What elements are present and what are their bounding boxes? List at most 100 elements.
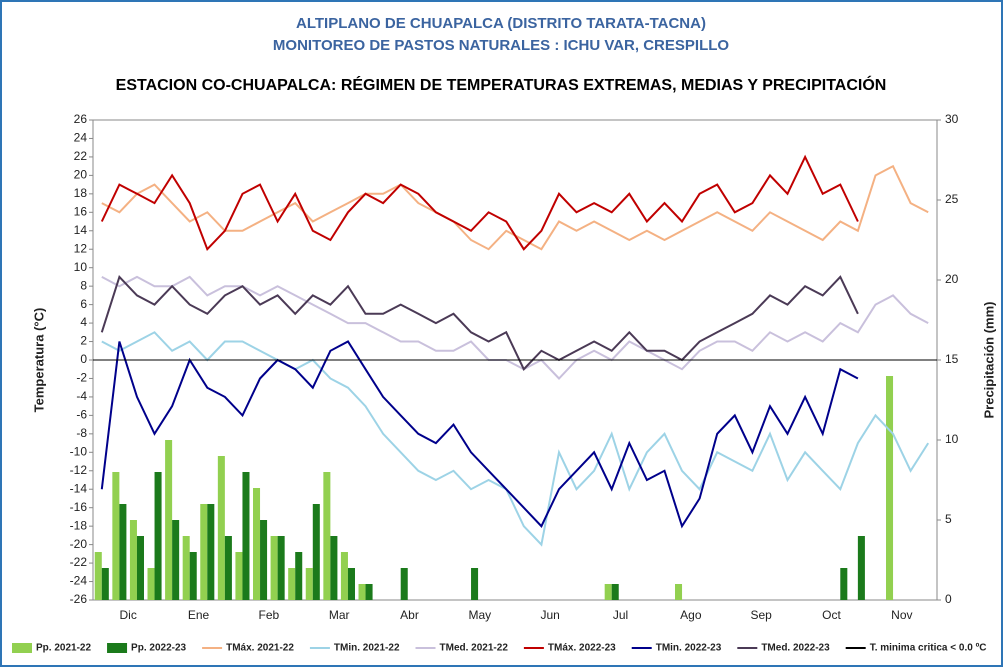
y-tick-label: 12 bbox=[74, 241, 88, 255]
y-tick-label: -26 bbox=[70, 592, 88, 606]
legend-label: TMed. 2022-23 bbox=[761, 643, 830, 654]
y2-tick-label: 30 bbox=[945, 112, 959, 126]
precip-bar bbox=[305, 568, 313, 600]
precip-bar bbox=[235, 552, 243, 600]
precip-bar bbox=[189, 552, 197, 600]
precip-bar bbox=[224, 536, 232, 600]
x-tick-label: Feb bbox=[258, 608, 279, 622]
precip-bar bbox=[242, 472, 250, 600]
y2-axis-label: Precipitación (mm) bbox=[981, 301, 996, 418]
precip-bar bbox=[675, 584, 683, 600]
y-tick-label: -24 bbox=[70, 574, 88, 588]
y2-tick-label: 0 bbox=[945, 592, 952, 606]
x-tick-label: Ene bbox=[188, 608, 210, 622]
precip-bar bbox=[471, 568, 479, 600]
legend-swatch bbox=[12, 643, 32, 653]
y-tick-label: 8 bbox=[80, 278, 87, 292]
precip-bar bbox=[330, 536, 338, 600]
y-tick-label: 26 bbox=[74, 112, 88, 126]
precip-bar bbox=[323, 472, 331, 600]
precip-bar bbox=[358, 584, 366, 600]
x-tick-label: Abr bbox=[400, 608, 419, 622]
x-tick-label: May bbox=[468, 608, 491, 622]
temp-line bbox=[100, 340, 859, 529]
precip-bar bbox=[312, 504, 320, 600]
legend-label: TMin. 2021-22 bbox=[334, 643, 400, 654]
y-tick-label: 6 bbox=[80, 297, 87, 311]
y2-tick-label: 25 bbox=[945, 192, 959, 206]
precip-bar bbox=[154, 472, 162, 600]
x-tick-label: Ago bbox=[680, 608, 702, 622]
precip-bar bbox=[260, 520, 268, 600]
y-tick-label: -22 bbox=[70, 555, 88, 569]
precip-bar bbox=[270, 536, 278, 600]
legend-swatch bbox=[107, 643, 128, 653]
y-axis-label: Temperatura (°C) bbox=[31, 308, 46, 413]
precip-bar bbox=[840, 568, 848, 600]
legend-label: Pp. 2021-22 bbox=[36, 643, 91, 654]
temp-line bbox=[101, 331, 930, 547]
x-tick-label: Mar bbox=[329, 608, 350, 622]
y-tick-label: 18 bbox=[74, 186, 88, 200]
y2-tick-label: 10 bbox=[945, 432, 959, 446]
y-tick-label: 14 bbox=[74, 223, 88, 237]
precip-bar bbox=[340, 552, 348, 600]
y-tick-label: 20 bbox=[74, 168, 88, 182]
precip-bar bbox=[182, 536, 190, 600]
y-tick-label: 4 bbox=[80, 315, 87, 329]
y-tick-label: -12 bbox=[70, 463, 88, 477]
y-tick-label: -6 bbox=[76, 408, 87, 422]
y2-tick-label: 5 bbox=[945, 512, 952, 526]
chart-heading: ESTACION CO-CHUAPALCA: RÉGIMEN DE TEMPER… bbox=[116, 75, 887, 94]
chart-title: ALTIPLANO DE CHUAPALCA (DISTRITO TARATA-… bbox=[296, 15, 706, 32]
precip-bar bbox=[119, 504, 127, 600]
x-tick-label: Oct bbox=[822, 608, 841, 622]
temp-line bbox=[100, 154, 859, 252]
x-tick-label: Nov bbox=[891, 608, 912, 622]
precip-bar bbox=[365, 584, 373, 600]
precip-bar bbox=[611, 584, 619, 600]
legend-label: TMáx. 2021-22 bbox=[226, 643, 294, 654]
legend-label: TMed. 2021-22 bbox=[440, 643, 509, 654]
legend-label: TMin. 2022-23 bbox=[656, 643, 722, 654]
precip-bar bbox=[277, 536, 285, 600]
y-tick-label: -16 bbox=[70, 500, 88, 514]
y-tick-label: -20 bbox=[70, 537, 88, 551]
precip-bar bbox=[136, 536, 144, 600]
y2-tick-label: 15 bbox=[945, 352, 959, 366]
legend-label: TMáx. 2022-23 bbox=[548, 643, 616, 654]
y-tick-label: -10 bbox=[70, 444, 88, 458]
precip-bar bbox=[129, 520, 137, 600]
precip-bar bbox=[207, 504, 215, 600]
y-tick-label: 16 bbox=[74, 204, 88, 218]
precip-bar bbox=[165, 440, 173, 600]
precip-bar bbox=[94, 552, 102, 600]
temp-line bbox=[101, 275, 929, 380]
x-tick-label: Dic bbox=[119, 608, 136, 622]
y-tick-label: 10 bbox=[74, 260, 88, 274]
y2-tick-label: 20 bbox=[945, 272, 959, 286]
y-tick-label: -14 bbox=[70, 481, 88, 495]
legend-label: T. minima critica < 0.0 ºC bbox=[870, 643, 987, 654]
y-tick-label: 2 bbox=[80, 334, 87, 348]
legend: Pp. 2021-22 Pp. 2022-23 TMáx. 2021-22 TMin.… bbox=[12, 643, 986, 654]
x-tick-label: Jun bbox=[540, 608, 559, 622]
x-tick-label: Jul bbox=[613, 608, 628, 622]
y-tick-label: -2 bbox=[76, 371, 87, 385]
precip-bar bbox=[857, 536, 865, 600]
precip-bar bbox=[347, 568, 355, 600]
precip-bar bbox=[112, 472, 120, 600]
precip-bar bbox=[886, 376, 894, 600]
y-tick-label: -4 bbox=[76, 389, 87, 403]
y-tick-label: 22 bbox=[74, 149, 88, 163]
y-tick-label: -18 bbox=[70, 518, 88, 532]
precip-bar bbox=[200, 504, 208, 600]
chart-subtitle: MONITOREO DE PASTOS NATURALES : ICHU VAR… bbox=[273, 37, 729, 54]
x-tick-label: Sep bbox=[750, 608, 772, 622]
legend-label: Pp. 2022-23 bbox=[131, 643, 186, 654]
precip-bar bbox=[400, 568, 408, 600]
y-tick-label: -8 bbox=[76, 426, 87, 440]
precip-bar bbox=[217, 456, 225, 600]
precip-bar bbox=[101, 568, 109, 600]
